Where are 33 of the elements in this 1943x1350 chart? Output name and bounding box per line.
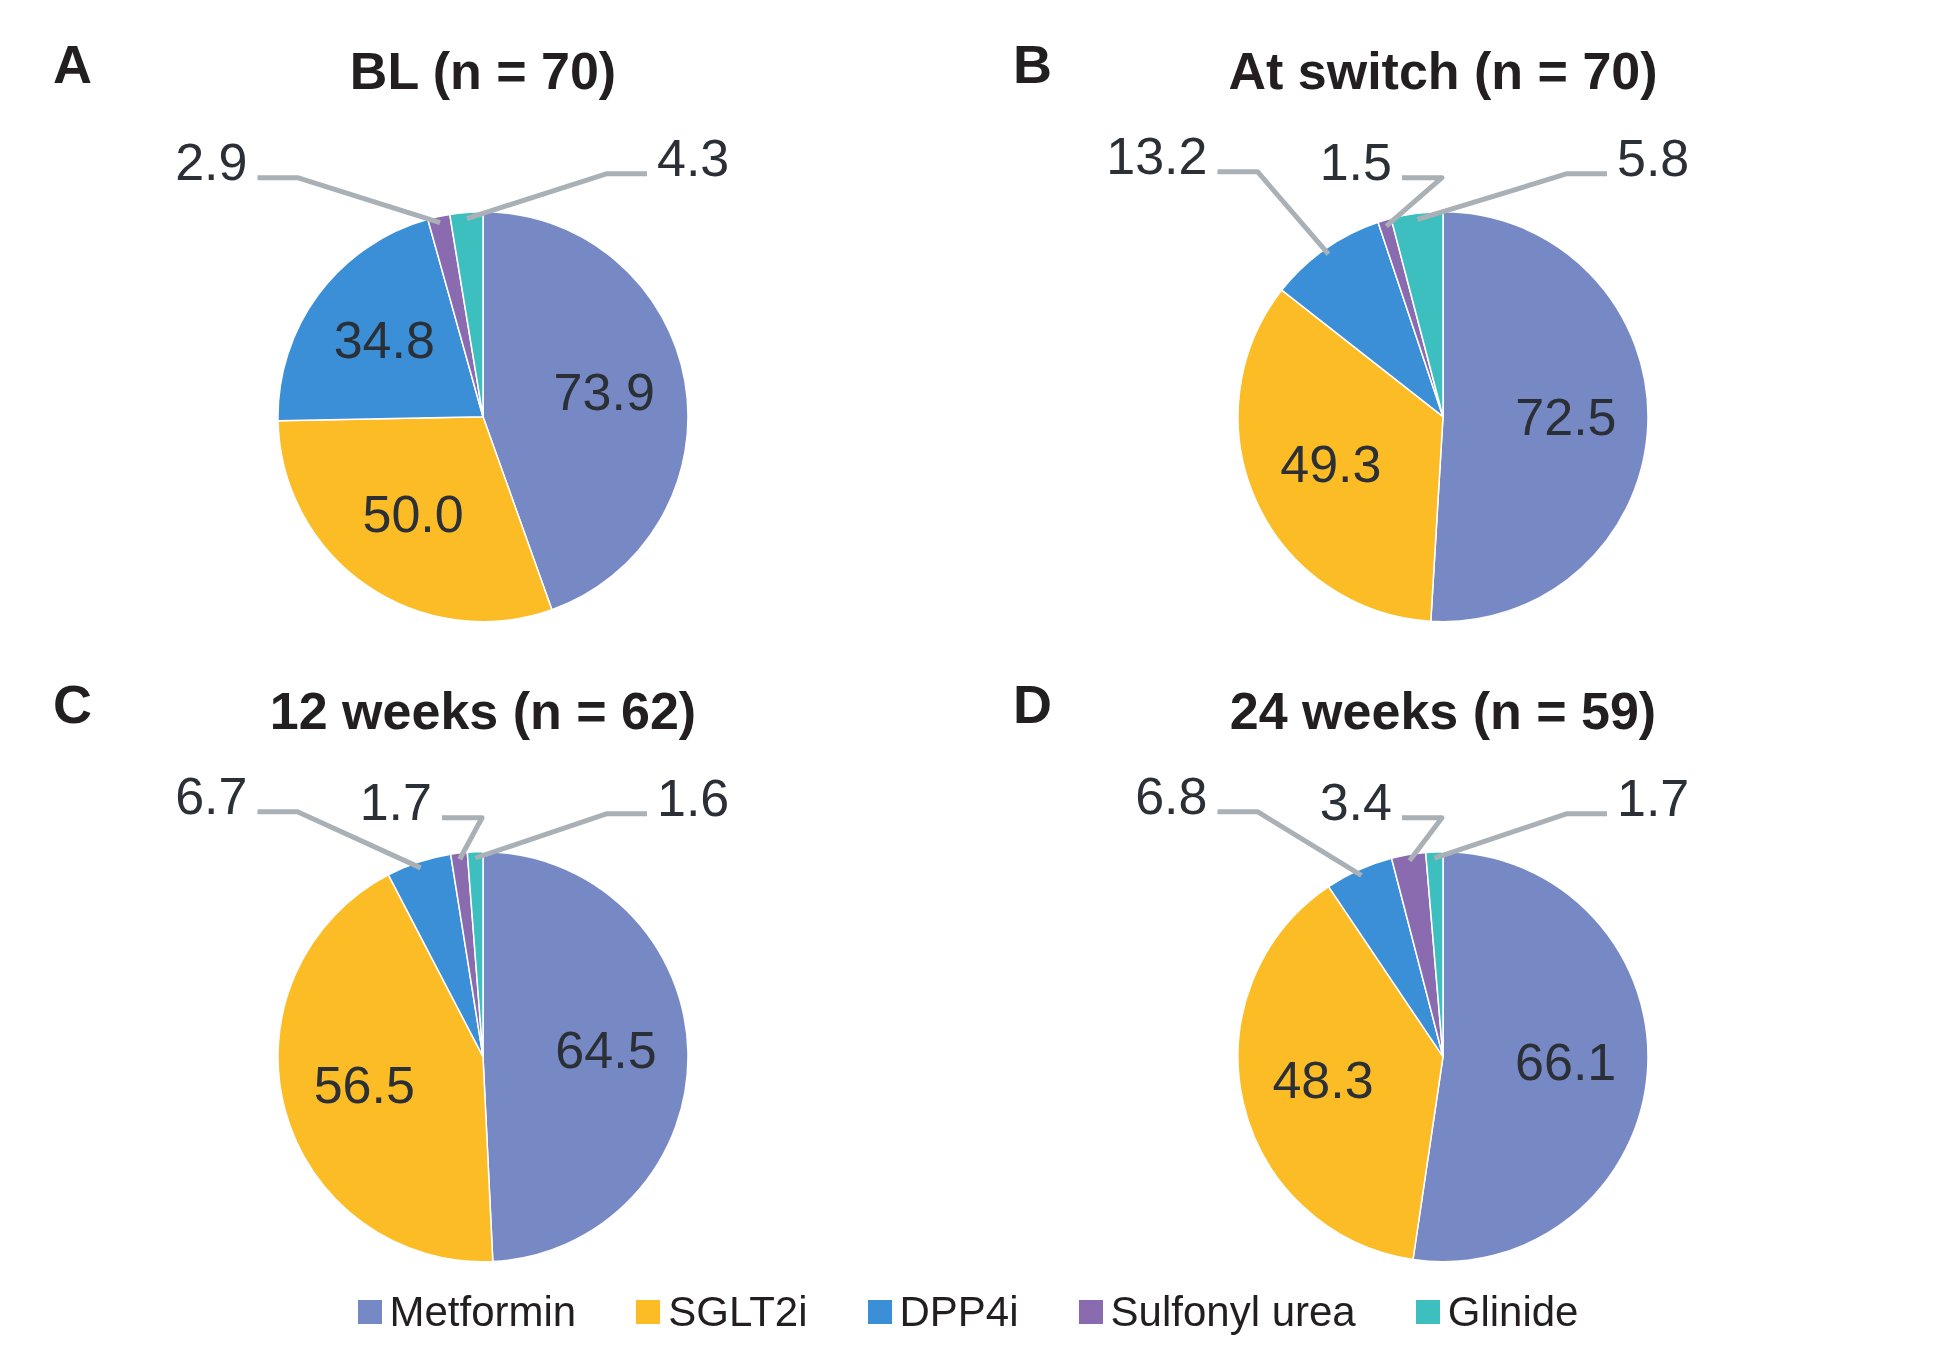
- legend-label: SGLT2i: [668, 1288, 808, 1336]
- data-label: 49.3: [1280, 434, 1382, 493]
- data-label: 34.8: [333, 310, 435, 369]
- data-label: 3.4: [1319, 773, 1392, 832]
- legend-label: DPP4i: [899, 1288, 1019, 1336]
- data-label: 72.5: [1515, 387, 1617, 446]
- data-label: 2.9: [175, 133, 248, 192]
- chart-title: BL (n = 70): [349, 41, 617, 100]
- data-label: 50.0: [362, 485, 464, 544]
- data-label: 6.8: [1135, 767, 1208, 826]
- text: C: [53, 673, 92, 734]
- data-label: 6.7: [175, 767, 248, 826]
- data-label: 1.7: [1617, 769, 1690, 828]
- chart-title: 12 weeks (n = 62): [269, 681, 697, 740]
- chart-title: At switch (n = 70): [1228, 41, 1658, 100]
- data-label: 66.1: [1515, 1033, 1617, 1092]
- legend-label: Metformin: [389, 1288, 577, 1336]
- chart-title: 24 weeks (n = 59): [1229, 681, 1657, 740]
- data-label: 5.8: [1617, 129, 1690, 188]
- data-label: 1.7: [359, 773, 432, 832]
- data-label: 13.2: [1106, 127, 1208, 186]
- legend-label: Sulfonyl urea: [1110, 1288, 1356, 1336]
- data-label: 73.9: [553, 363, 655, 422]
- data-label: 56.5: [313, 1056, 415, 1115]
- legend-label: Glinide: [1447, 1288, 1579, 1336]
- data-label: 1.6: [657, 769, 730, 828]
- text: A: [53, 33, 92, 94]
- data-label: 64.5: [555, 1021, 657, 1080]
- text: D: [1013, 673, 1052, 734]
- data-label: 48.3: [1272, 1051, 1374, 1110]
- data-label: 1.5: [1319, 133, 1392, 192]
- text: B: [1013, 33, 1052, 94]
- data-label: 4.3: [657, 129, 730, 188]
